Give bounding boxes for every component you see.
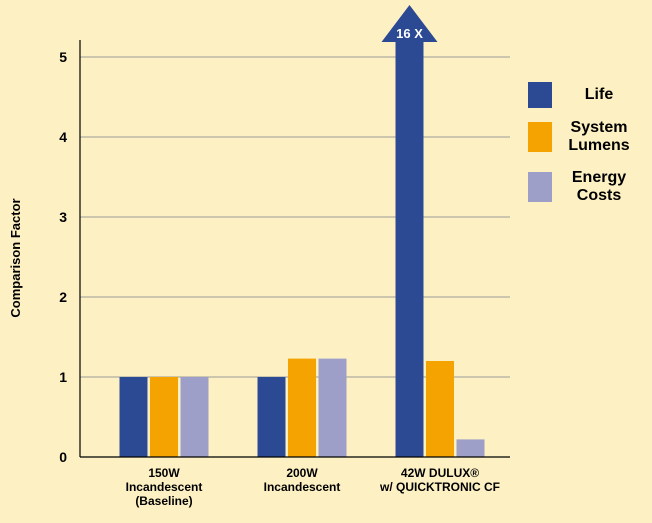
bar xyxy=(318,358,347,457)
bar xyxy=(150,377,178,457)
y-axis-title: Comparison Factor xyxy=(8,198,23,317)
bar xyxy=(257,377,286,457)
bar xyxy=(426,361,454,457)
y-tick-label: 1 xyxy=(59,369,67,385)
legend-swatch xyxy=(528,82,552,108)
y-tick-label: 0 xyxy=(59,449,67,465)
legend-swatch xyxy=(528,122,552,152)
bar xyxy=(395,42,424,457)
y-tick-label: 5 xyxy=(59,49,67,65)
y-tick-label: 3 xyxy=(59,209,67,225)
bar xyxy=(119,377,148,457)
legend-swatch xyxy=(528,172,552,202)
x-tick-label: 150W Incandescent (Baseline) xyxy=(125,466,203,508)
bar xyxy=(288,358,316,457)
overflow-arrow xyxy=(381,5,438,42)
y-tick-label: 2 xyxy=(59,289,67,305)
legend-label: Life xyxy=(584,86,614,103)
bars xyxy=(119,42,485,457)
y-tick-label: 4 xyxy=(59,129,67,145)
x-tick-label: 42W DULUX® w/ QUICKTRONIC CF xyxy=(380,466,500,494)
bar xyxy=(180,377,209,457)
value-label: 16 X xyxy=(396,26,423,41)
legend-label: System Lumens xyxy=(568,119,630,154)
x-tick-label: 200W Incandescent xyxy=(263,466,341,494)
legend-label: Energy Costs xyxy=(571,169,627,204)
bar xyxy=(456,439,485,457)
